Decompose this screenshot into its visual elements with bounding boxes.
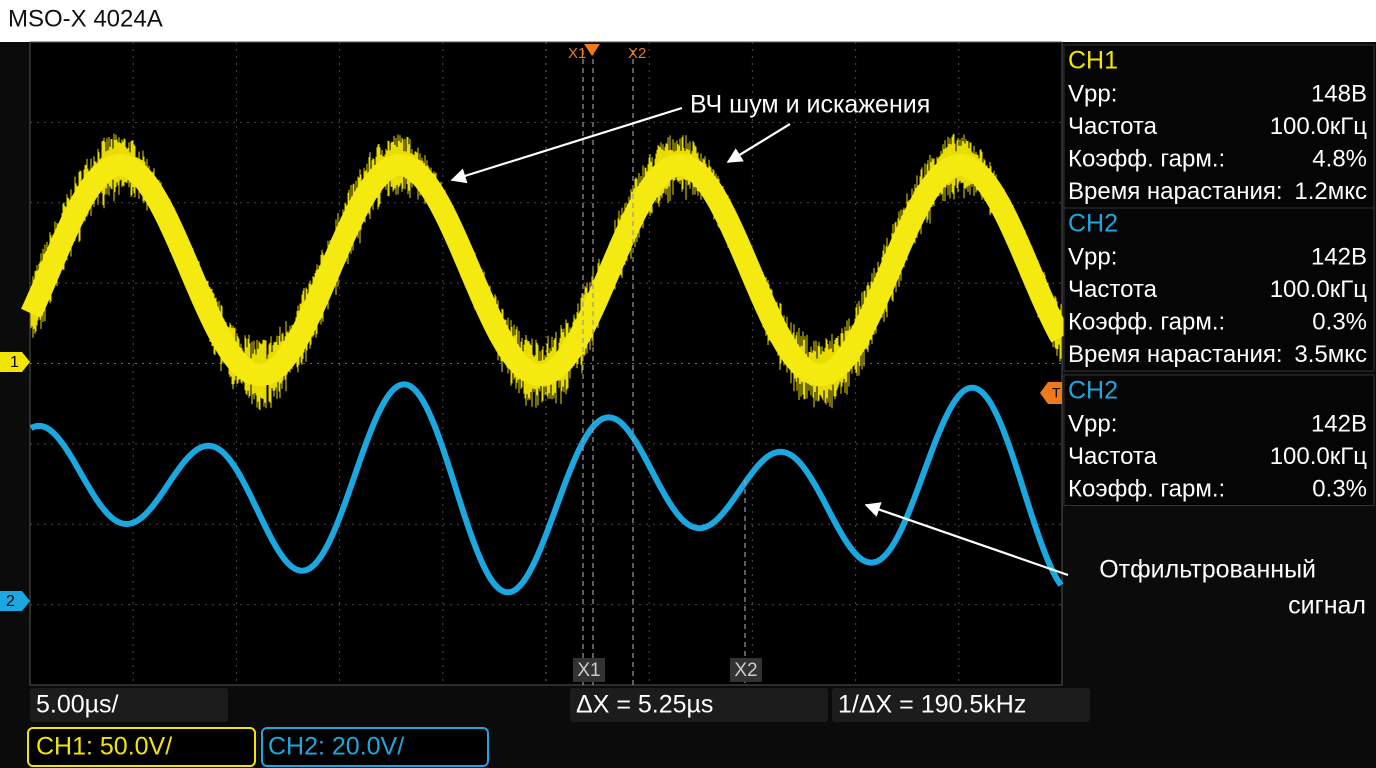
measurements: CH1 Vpp: 148В Частота 100.0кГц Коэфф. гарм.: 4… <box>1063 44 1375 506</box>
ch1-scale: CH1: 50.0V/ <box>36 733 172 761</box>
cursor-label: X1 <box>577 660 600 681</box>
delta-x: ΔX = 5.25µs <box>576 691 713 719</box>
cursor-label: X2 <box>734 660 757 681</box>
cursor-label: X1 <box>568 45 586 62</box>
ch1-wave <box>21 154 1071 386</box>
cursor-label: X2 <box>628 45 646 62</box>
ch2-scale: CH2: 20.0V/ <box>268 733 404 761</box>
timebase: 5.00µs/ <box>36 691 119 719</box>
status-box <box>570 688 828 722</box>
measure-label: Время нарастания: <box>1068 178 1283 205</box>
measure-value: 100.0кГц <box>1270 443 1368 470</box>
measure-value: 0.3% <box>1312 308 1367 335</box>
ch1-marker <box>0 352 30 372</box>
ch1-marker-label: 1 <box>10 354 19 371</box>
device-title: MSO-X 4024A <box>8 5 163 32</box>
measure-label: Vpp: <box>1068 80 1117 107</box>
ch2-wave <box>29 381 1064 596</box>
panel-title: CH2 <box>1068 210 1118 238</box>
trigger-marker <box>1040 382 1062 404</box>
measure-value: 0.3% <box>1312 475 1367 502</box>
annotation: Отфильтрованный <box>1099 556 1316 584</box>
ch2-scale-box[interactable] <box>261 727 489 767</box>
measure-label: Vpp: <box>1068 243 1117 270</box>
measure-label: Коэфф. гарм.: <box>1068 475 1225 502</box>
ch2-marker <box>0 591 30 611</box>
trigger-pos <box>584 44 600 56</box>
ch2-marker-label: 2 <box>6 593 15 610</box>
measure-value: 148В <box>1311 80 1367 107</box>
measure-label: Время нарастания: <box>1068 341 1283 368</box>
arrow <box>726 123 791 163</box>
status-box <box>832 688 1090 722</box>
ch1-scale-box[interactable] <box>27 727 256 767</box>
measure-value: 142В <box>1311 243 1367 270</box>
measure-label: Коэфф. гарм.: <box>1068 308 1225 335</box>
measurement-panel <box>1063 374 1375 506</box>
measure-label: Частота <box>1068 276 1158 303</box>
measurement-panel <box>1063 207 1375 372</box>
arrow <box>450 106 683 184</box>
panel-title: CH2 <box>1068 377 1118 405</box>
cursor-tag <box>573 658 605 682</box>
measure-value: 100.0кГц <box>1270 113 1368 140</box>
cursor-tag <box>730 658 762 682</box>
measure-value: 100.0кГц <box>1270 276 1368 303</box>
waveforms <box>21 133 1071 596</box>
arrow <box>864 502 1069 577</box>
measure-label: Частота <box>1068 443 1158 470</box>
status-box <box>30 688 228 722</box>
annotation: сигнал <box>1288 592 1366 620</box>
measure-label: Vpp: <box>1068 410 1117 437</box>
measurement-panel <box>1063 44 1375 209</box>
measure-value: 4.8% <box>1312 145 1367 172</box>
measure-label: Коэфф. гарм.: <box>1068 145 1225 172</box>
trigger-label: T <box>1052 385 1061 401</box>
measure-value: 142В <box>1311 410 1367 437</box>
measure-value: 1.2мкс <box>1294 178 1367 205</box>
inv-delta-x: 1/ΔX = 190.5kHz <box>838 691 1026 719</box>
title-bar <box>0 0 1376 42</box>
measure-label: Частота <box>1068 113 1158 140</box>
measure-value: 3.5мкс <box>1294 341 1367 368</box>
panel-title: CH1 <box>1068 47 1118 75</box>
annotation: ВЧ шум и искажения <box>690 91 930 119</box>
